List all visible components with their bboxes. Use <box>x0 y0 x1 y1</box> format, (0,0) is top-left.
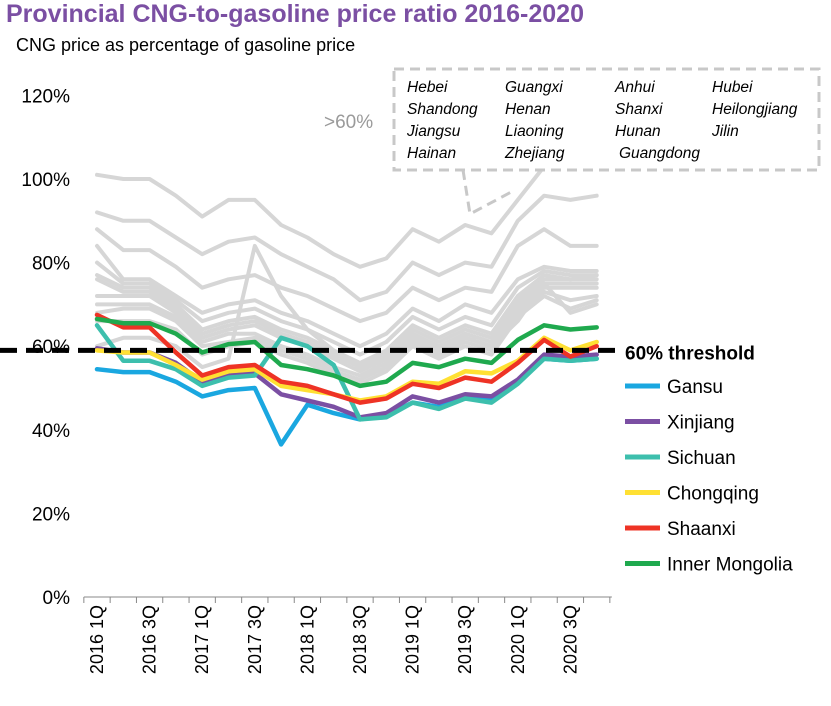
chart-title: Provincial CNG-to-gasoline price ratio 2… <box>6 0 584 28</box>
province-name: Jiangsu <box>406 123 461 140</box>
y-axis: 0% 20% 40% 60% 80% 100% 120% <box>21 86 70 609</box>
gray-series-line <box>95 285 599 378</box>
province-name: Henan <box>505 101 551 118</box>
gray-series-line <box>95 243 599 370</box>
y-tick-label: 80% <box>32 254 70 275</box>
legend-label: Chongqing <box>667 484 759 505</box>
legend-label: Shaanxi <box>667 519 736 540</box>
above-threshold-lines <box>95 160 599 386</box>
legend: Gansu Xinjiang Sichuan Chongqing Shaanxi Inne… <box>625 377 793 576</box>
province-name: Hunan <box>615 123 661 140</box>
x-tick-label: 2019 1Q <box>403 605 423 674</box>
y-tick-label: 40% <box>32 421 70 442</box>
x-tick-label: 2020 1Q <box>508 605 528 674</box>
province-name: Shanxi <box>615 101 663 118</box>
callout-frame <box>392 67 821 172</box>
gray-series-line <box>95 243 599 349</box>
threshold: 60% threshold <box>0 343 755 364</box>
callout-pointer <box>461 169 516 217</box>
legend-label: Sichuan <box>667 448 736 469</box>
x-tick-label: 2020 3Q <box>560 605 580 674</box>
y-tick-label: 0% <box>43 588 71 609</box>
province-name: Jilin <box>711 123 739 140</box>
y-tick-label: 100% <box>21 170 70 191</box>
chart-subtitle: CNG price as percentage of gasoline pric… <box>16 35 356 55</box>
gray-series-line <box>95 193 599 303</box>
above-60-label: >60% <box>324 112 373 133</box>
legend-label: Inner Mongolia <box>667 555 793 576</box>
y-tick-label: 60% <box>32 337 70 358</box>
x-tick-label: 2017 3Q <box>245 605 265 674</box>
y-tick-label: 120% <box>21 86 70 107</box>
province-name: Shandong <box>407 101 478 118</box>
gray-series-line <box>95 281 599 374</box>
y-tick-label: 20% <box>32 504 70 525</box>
x-tick-label: 2017 1Q <box>192 605 212 674</box>
x-tick-label: 2016 3Q <box>140 605 160 674</box>
province-name: Liaoning <box>505 123 564 140</box>
province-name: Zhejiang <box>504 145 565 162</box>
province-name: Hainan <box>407 145 456 162</box>
province-name: Hebei <box>407 79 448 96</box>
province-name: Heilongjiang <box>712 101 798 118</box>
legend-label: Gansu <box>667 377 723 398</box>
legend-label: Xinjiang <box>667 413 735 434</box>
gray-series-line <box>95 160 599 269</box>
x-tick-label: 2018 3Q <box>350 605 370 674</box>
series-line <box>94 312 599 405</box>
province-name: Anhui <box>614 79 655 96</box>
x-tick-label: 2019 3Q <box>455 605 475 674</box>
gray-series-line <box>95 289 599 382</box>
province-name: Guangxi <box>505 79 563 96</box>
gray-series-line <box>95 227 599 324</box>
threshold-label: 60% threshold <box>625 343 755 364</box>
province-name: Guangdong <box>619 145 700 162</box>
series-line <box>94 323 599 422</box>
x-tick-label: 2018 1Q <box>297 605 317 674</box>
x-tick-label: 2016 1Q <box>87 605 107 674</box>
series-line <box>94 316 599 389</box>
callout-box: >60% Hebei Guangxi Anhui Hubei Shandong Henan S… <box>324 67 821 217</box>
x-axis: 2016 1Q 2016 3Q 2017 1Q 2017 3Q 2018 1Q 2018 … <box>83 596 612 674</box>
province-name: Hubei <box>712 79 753 96</box>
highlighted-lines <box>94 312 599 447</box>
